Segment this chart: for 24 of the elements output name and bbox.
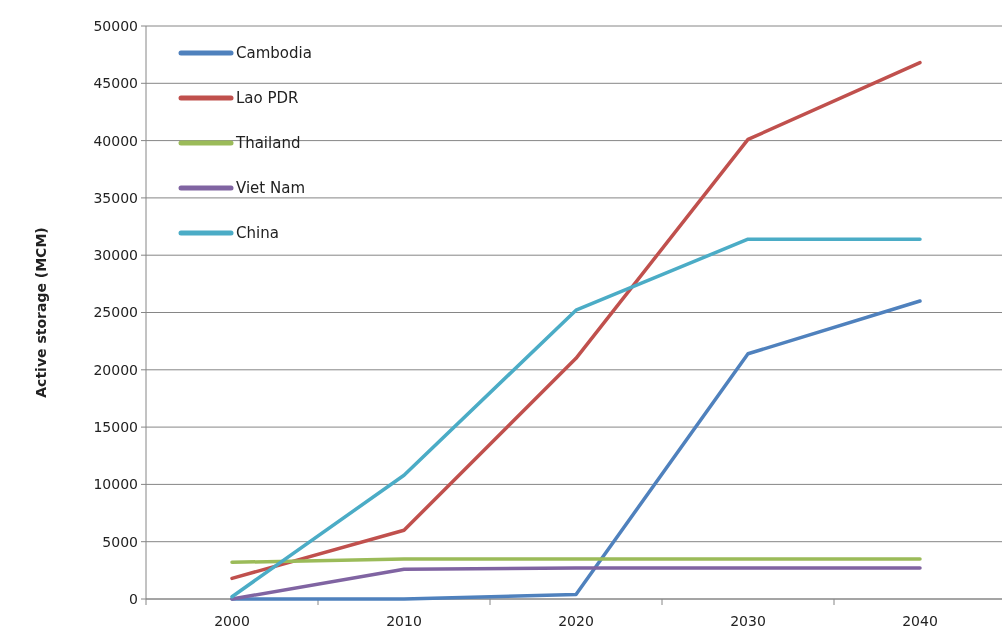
- y-tick-label: 15000: [93, 419, 138, 435]
- y-tick-label: 25000: [93, 304, 138, 321]
- y-tick-label: 30000: [93, 247, 138, 264]
- y-tick-label: 5000: [102, 533, 138, 550]
- y-axis-title: Active storage (MCM): [33, 227, 49, 398]
- x-tick-label: 2030: [730, 613, 766, 629]
- x-tick-label: 2000: [214, 613, 250, 629]
- y-tick-label: 0: [129, 590, 138, 607]
- y-tick-label: 10000: [93, 476, 138, 493]
- legend-label: Lao PDR: [236, 89, 299, 108]
- y-tick-label: 45000: [93, 75, 138, 92]
- legend-label: Cambodia: [236, 44, 312, 63]
- legend-label: China: [236, 224, 279, 243]
- line-series: [230, 60, 922, 581]
- legend-label: Thailand: [235, 134, 301, 153]
- y-tick-label: 50000: [93, 17, 138, 34]
- line-series: [230, 237, 922, 599]
- x-tick-label: 2010: [386, 613, 422, 629]
- x-tick-label: 2020: [558, 613, 594, 629]
- y-tick-label: 40000: [93, 132, 138, 149]
- legend-label: Viet Nam: [236, 179, 306, 198]
- y-tick-label: 20000: [93, 361, 138, 378]
- y-tick-label: 35000: [93, 189, 138, 206]
- x-tick-label: 2040: [902, 613, 938, 629]
